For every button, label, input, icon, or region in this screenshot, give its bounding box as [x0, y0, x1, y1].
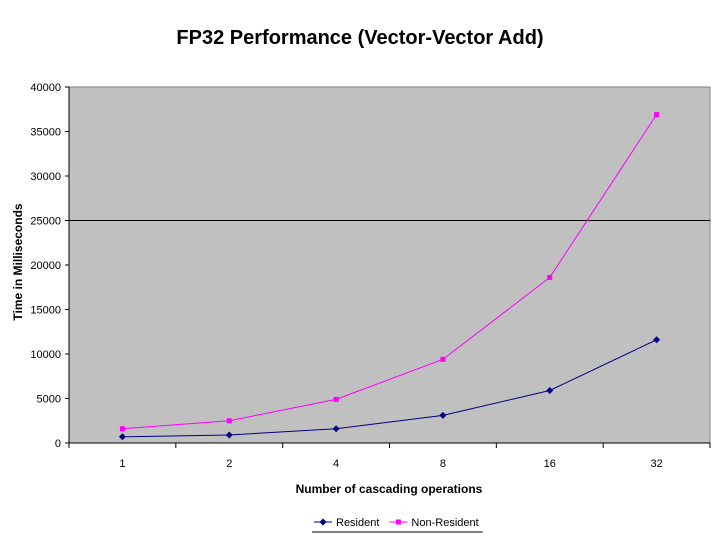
legend-swatch-marker: [395, 519, 401, 525]
series-non-resident: [119, 112, 660, 432]
legend-swatch-marker: [319, 518, 327, 526]
y-tick-label: 40000: [30, 82, 61, 94]
y-tick-label: 25000: [30, 216, 61, 228]
data-point-non-resident: [440, 356, 446, 362]
x-tick-label: 4: [333, 458, 339, 470]
data-point-resident: [332, 425, 340, 433]
data-point-resident: [546, 386, 554, 394]
data-point-non-resident: [226, 418, 232, 424]
data-point-non-resident: [654, 112, 660, 118]
data-point-non-resident: [547, 274, 553, 280]
legend: Resident Non-Resident: [312, 517, 483, 533]
series-layer: [118, 112, 661, 441]
data-point-non-resident: [333, 396, 339, 402]
x-tick-label: 1: [119, 458, 125, 470]
axis-layer: 0 5000 10000 15000 20000 25000 30000 35000 40000…: [30, 82, 711, 470]
y-tick-label: 10000: [30, 349, 61, 361]
x-tick-label: 2: [226, 458, 232, 470]
y-tick-label: 15000: [30, 305, 61, 317]
plot-area: [68, 86, 711, 444]
y-tick-label: 20000: [30, 260, 61, 272]
data-point-resident: [118, 433, 126, 441]
legend-label: Resident: [336, 517, 379, 529]
legend-label: Non-Resident: [411, 517, 478, 529]
series-resident: [118, 336, 661, 441]
x-tick-label: 16: [544, 458, 556, 470]
y-axis-title: Time in Milliseconds: [11, 203, 25, 320]
series-line-resident: [122, 339, 657, 438]
y-tick-label: 35000: [30, 127, 61, 139]
legend-item-non-resident: Non-Resident: [389, 517, 479, 529]
y-tick-label: 30000: [30, 171, 61, 183]
chart-title: FP32 Performance (Vector-Vector Add): [176, 27, 543, 49]
series-line-non-resident: [122, 114, 658, 430]
data-point-resident: [225, 431, 233, 439]
y-tick-label: 0: [55, 438, 61, 450]
x-tick-label: 32: [650, 458, 662, 470]
y-tick-label: 5000: [37, 394, 61, 406]
data-point-non-resident: [119, 426, 125, 432]
legend-item-resident: Resident: [314, 517, 379, 529]
data-point-resident: [439, 411, 447, 419]
x-tick-label: 8: [440, 458, 446, 470]
x-axis-title: Number of cascading operations: [296, 482, 483, 496]
data-point-resident: [653, 336, 661, 344]
